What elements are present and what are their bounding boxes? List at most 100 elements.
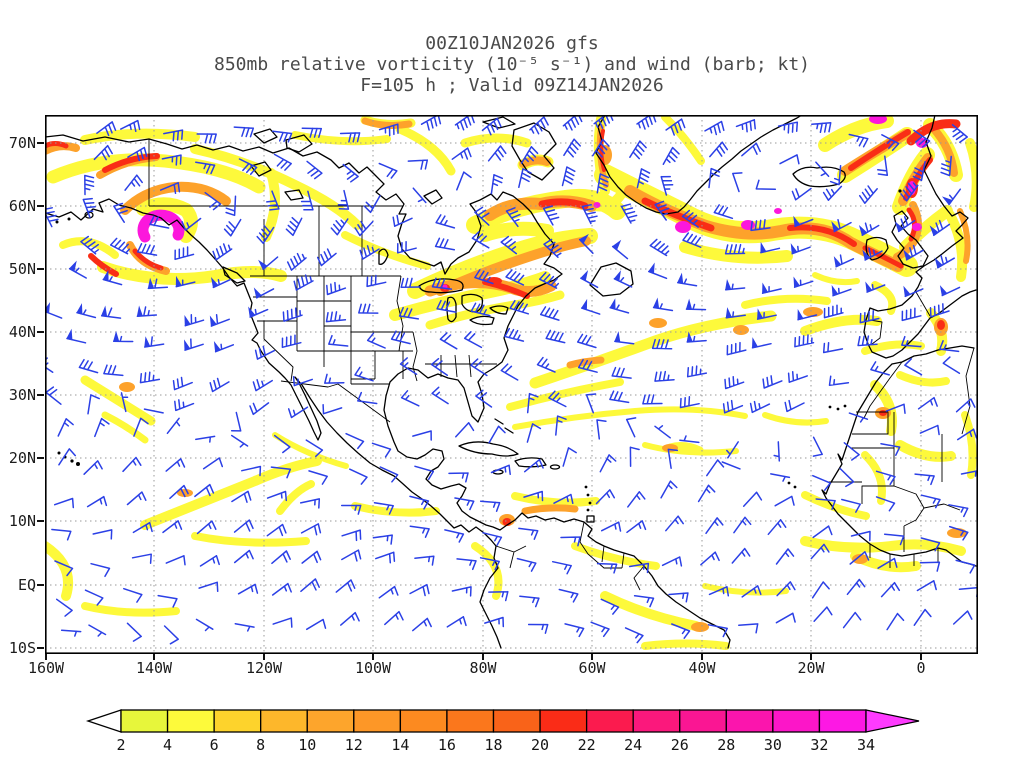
wind-barb xyxy=(80,235,99,255)
wind-barb xyxy=(880,442,901,456)
wind-barb xyxy=(661,556,683,567)
wind-barb xyxy=(446,616,467,628)
lon-tick xyxy=(372,654,374,660)
wind-barb xyxy=(770,473,791,482)
wind-barb xyxy=(919,424,940,436)
wind-barb xyxy=(305,439,324,458)
bahamas-islands xyxy=(494,418,514,434)
wind-barb xyxy=(400,277,421,289)
wind-barb-pennant xyxy=(790,243,798,255)
wind-barb xyxy=(880,581,901,598)
lat-label-20N: 20N xyxy=(8,449,36,467)
wind-barb xyxy=(726,441,739,459)
wind-barb xyxy=(103,364,124,377)
wind-barb xyxy=(660,480,678,499)
lon-label-60W: 60W xyxy=(578,659,606,677)
wind-barb xyxy=(708,586,730,597)
wind-barb xyxy=(126,491,147,506)
wind-barb xyxy=(414,555,435,566)
wind-barb xyxy=(379,466,399,483)
wind-barb xyxy=(126,622,142,642)
wind-barb xyxy=(919,561,941,572)
wind-barb xyxy=(231,490,252,503)
wind-barb xyxy=(548,390,567,408)
wind-barb xyxy=(813,606,833,622)
wind-barb xyxy=(518,527,539,540)
wind-barb xyxy=(371,442,392,458)
cape-verde-island xyxy=(787,481,791,485)
wind-barb xyxy=(157,594,178,608)
wind-barb xyxy=(500,235,518,255)
wind-barb xyxy=(86,495,108,508)
wind-barb-pennant xyxy=(833,256,842,268)
wind-barb-pennant xyxy=(894,221,904,233)
wind-barb xyxy=(271,582,292,596)
wind-barb-pennant xyxy=(793,215,801,228)
wind-barb-pennant xyxy=(677,272,684,285)
wind-barb xyxy=(886,612,905,631)
wind-barb xyxy=(596,173,610,194)
wind-barb xyxy=(439,332,458,350)
lat-tick xyxy=(37,457,44,459)
wind-barb xyxy=(431,386,449,405)
wind-barb xyxy=(133,417,149,437)
wind-barb xyxy=(359,245,380,260)
wind-barb xyxy=(202,457,224,470)
wind-barb xyxy=(127,146,148,162)
coastlines-layer xyxy=(45,115,977,649)
wind-barb xyxy=(545,329,566,344)
wind-barb-pennant xyxy=(144,336,151,348)
wind-barb xyxy=(55,598,73,617)
wind-barb xyxy=(913,608,932,626)
wind-barb xyxy=(300,190,314,211)
wind-barb xyxy=(378,162,398,179)
wind-barb-pennant xyxy=(793,276,801,288)
wind-barb xyxy=(952,610,973,625)
wind-barb xyxy=(345,432,365,450)
wind-barb xyxy=(88,624,107,637)
wind-barb xyxy=(451,147,472,160)
wind-barb xyxy=(775,612,796,624)
wind-barb xyxy=(341,529,362,542)
wind-barb xyxy=(209,377,230,393)
lat-tick xyxy=(37,647,44,649)
wind-barb-pennant xyxy=(862,249,871,261)
wind-barb xyxy=(420,115,442,131)
wind-barb-pennant xyxy=(184,314,191,327)
wind-barb xyxy=(686,365,708,378)
wind-barb xyxy=(384,610,404,626)
colorbar-over-arrow xyxy=(865,709,920,733)
wind-barb xyxy=(654,200,670,221)
wind-barb xyxy=(400,390,420,407)
title-line-3: F=105 h ; Valid 09Z14JAN2026 xyxy=(360,75,664,96)
wind-barb xyxy=(877,557,898,569)
wind-barb xyxy=(843,442,860,461)
wind-barb xyxy=(340,611,360,626)
wind-barb xyxy=(542,205,560,226)
wind-barb xyxy=(409,525,430,538)
wind-barb xyxy=(299,498,321,509)
wind-barb xyxy=(272,130,293,143)
wind-barb xyxy=(551,560,572,575)
wind-barb xyxy=(627,491,646,508)
wind-barb xyxy=(430,357,449,377)
wind-barb-pennant xyxy=(136,305,143,317)
title-block: 00Z10JAN2026 gfs 850mb relative vorticit… xyxy=(0,33,1024,96)
wind-barb xyxy=(955,559,976,574)
wind-barb xyxy=(526,423,542,443)
wind-barb xyxy=(904,358,923,376)
wind-barb xyxy=(651,338,673,350)
lon-tick xyxy=(920,654,922,660)
wind-barb xyxy=(266,490,288,502)
wind-barb xyxy=(300,578,320,593)
us-state-borders xyxy=(250,275,497,423)
coastline-newfoundland xyxy=(589,262,634,297)
wind-barb xyxy=(340,504,362,515)
wind-barb xyxy=(488,425,506,444)
lon-label-80W: 80W xyxy=(469,659,497,677)
wind-barb xyxy=(726,341,747,356)
wind-barb xyxy=(172,376,193,391)
wind-barb xyxy=(596,562,618,574)
wind-barb xyxy=(812,525,833,539)
wind-barb xyxy=(282,307,303,322)
